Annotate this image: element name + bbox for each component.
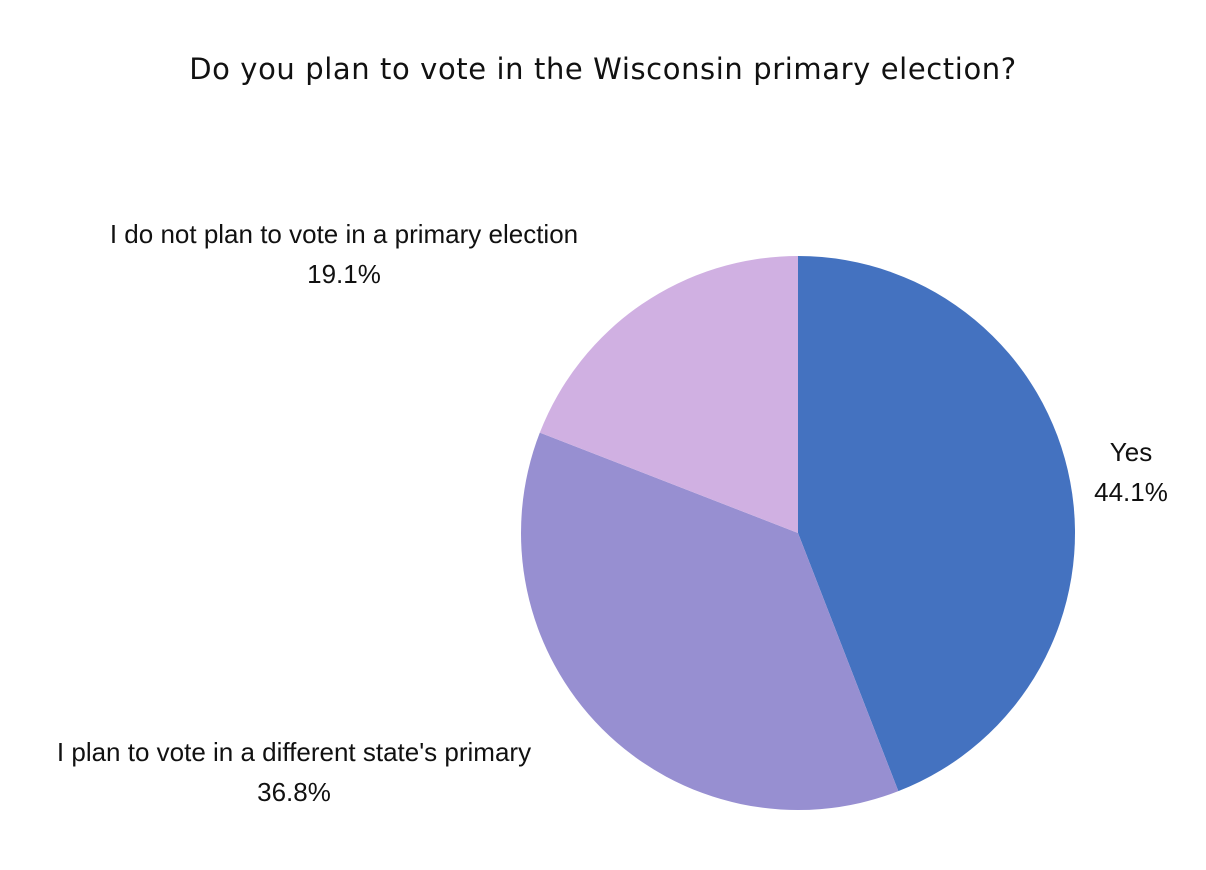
slice-label-not-voting-text: I do not plan to vote in a primary elect… [109,219,579,249]
pie-slice-yes [798,256,1076,792]
slice-label-not-voting: I do not plan to vote in a primary elect… [64,214,624,294]
slice-label-different-state-text: I plan to vote in a different state's pr… [56,737,532,767]
slice-label-different-state: I plan to vote in a different state's pr… [14,732,574,812]
chart-title: Do you plan to vote in the Wisconsin pri… [189,52,1017,86]
slice-label-different-state-value: 36.8% [257,777,331,807]
pie-slice-different-state [520,432,899,811]
slice-label-yes: Yes 44.1% [1071,432,1191,512]
slice-label-yes-text: Yes [1109,437,1153,467]
pie-slice-not-voting [539,255,798,533]
slice-label-not-voting-value: 19.1% [307,259,381,289]
slice-label-yes-value: 44.1% [1094,477,1168,507]
